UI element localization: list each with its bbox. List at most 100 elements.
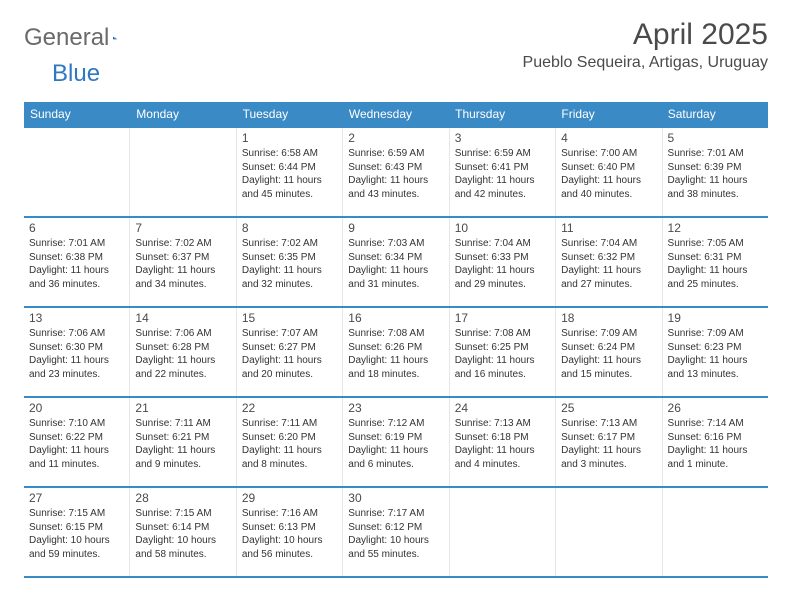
day-cell: 1 Sunrise: 6:58 AMSunset: 6:44 PMDaylight… (237, 128, 343, 216)
sunrise-line: Sunrise: 7:15 AM (135, 507, 230, 521)
daylight-line: Daylight: 11 hours and 40 minutes. (561, 174, 656, 201)
daylight-line: Daylight: 11 hours and 29 minutes. (455, 264, 550, 291)
sunset-line: Sunset: 6:33 PM (455, 251, 550, 265)
daylight-line: Daylight: 11 hours and 36 minutes. (29, 264, 124, 291)
weekday-header-cell: Monday (130, 102, 236, 126)
day-cell: 15Sunrise: 7:07 AMSunset: 6:27 PMDayligh… (237, 308, 343, 396)
sunrise-line: Sunrise: 7:13 AM (561, 417, 656, 431)
day-number: 9 (348, 221, 443, 235)
brand-text-2: Blue (52, 60, 100, 88)
sunset-line: Sunset: 6:14 PM (135, 521, 230, 535)
day-number: 29 (242, 491, 337, 505)
sunset-line: Sunset: 6:18 PM (455, 431, 550, 445)
sunset-line: Sunset: 6:30 PM (29, 341, 124, 355)
sunrise-line: Sunrise: 7:01 AM (668, 147, 763, 161)
day-number: 2 (348, 131, 443, 145)
sunrise-line: Sunrise: 6:59 AM (348, 147, 443, 161)
sunrise-line: Sunrise: 7:09 AM (668, 327, 763, 341)
day-number: 21 (135, 401, 230, 415)
sunrise-line: Sunrise: 6:58 AM (242, 147, 337, 161)
sunrise-line: Sunrise: 7:16 AM (242, 507, 337, 521)
sunrise-line: Sunrise: 7:02 AM (242, 237, 337, 251)
sunrise-line: Sunrise: 7:03 AM (348, 237, 443, 251)
weekday-header-cell: Sunday (24, 102, 130, 126)
day-cell: 5Sunrise: 7:01 AMSunset: 6:39 PMDaylight… (663, 128, 768, 216)
day-number: 14 (135, 311, 230, 325)
sunset-line: Sunset: 6:39 PM (668, 161, 763, 175)
sunrise-line: Sunrise: 6:59 AM (455, 147, 550, 161)
day-number: 1 (242, 131, 337, 145)
weekday-header-cell: Friday (555, 102, 661, 126)
day-cell: 23Sunrise: 7:12 AMSunset: 6:19 PMDayligh… (343, 398, 449, 486)
week-row: 13 Sunrise: 7:06 AM Sunset: 6:30 PM Dayligh… (24, 306, 768, 396)
sunset-line: Sunset: 6:12 PM (348, 521, 443, 535)
daylight-line: Daylight: 11 hours and 32 minutes. (242, 264, 337, 291)
sunset-line: Sunset: 6:16 PM (668, 431, 763, 445)
sunset-line: Sunset: 6:19 PM (348, 431, 443, 445)
sunset-line: Sunset: 6:31 PM (668, 251, 763, 265)
day-number: 16 (348, 311, 443, 325)
daylight-line: Daylight: 11 hours and 18 minutes. (348, 354, 443, 381)
daylight-line: Daylight: 11 hours and 11 minutes. (29, 444, 124, 471)
day-cell: 12Sunrise: 7:05 AMSunset: 6:31 PMDayligh… (663, 218, 768, 306)
daylight-line: Daylight: 11 hours and 27 minutes. (561, 264, 656, 291)
week-row: 27Sunrise: 7:15 AMSunset: 6:15 PMDayligh… (24, 486, 768, 576)
sunset-line: Sunset: 6:43 PM (348, 161, 443, 175)
sunset-line: Sunset: 6:25 PM (455, 341, 550, 355)
daylight-line: Daylight: 11 hours and 38 minutes. (668, 174, 763, 201)
sunrise-line: Sunrise: 7:11 AM (242, 417, 337, 431)
sunset-line: Sunset: 6:35 PM (242, 251, 337, 265)
day-number: 28 (135, 491, 230, 505)
daylight-line: Daylight: 11 hours and 8 minutes. (242, 444, 337, 471)
sunset-line: Sunset: 6:38 PM (29, 251, 124, 265)
daylight-line: Daylight: 11 hours and 6 minutes. (348, 444, 443, 471)
sunrise-line: Sunrise: 7:00 AM (561, 147, 656, 161)
sunrise-line: Sunrise: 7:01 AM (29, 237, 124, 251)
daylight-line: Daylight: 11 hours and 20 minutes. (242, 354, 337, 381)
sunset-line: Sunset: 6:40 PM (561, 161, 656, 175)
sunset-line: Sunset: 6:15 PM (29, 521, 124, 535)
sunrise-line: Sunrise: 7:09 AM (561, 327, 656, 341)
weekday-header-cell: Tuesday (237, 102, 343, 126)
title-block: April 2025 Pueblo Sequeira, Artigas, Uru… (523, 18, 768, 72)
daylight-line: Daylight: 11 hours and 13 minutes. (668, 354, 763, 381)
day-cell: 3Sunrise: 6:59 AMSunset: 6:41 PMDaylight… (450, 128, 556, 216)
sunrise-line: Sunrise: 7:08 AM (348, 327, 443, 341)
sunrise-line: Sunrise: 7:05 AM (668, 237, 763, 251)
weekday-header-cell: Wednesday (343, 102, 449, 126)
day-cell: 27Sunrise: 7:15 AMSunset: 6:15 PMDayligh… (24, 488, 130, 576)
sunset-line: Sunset: 6:44 PM (242, 161, 337, 175)
brand-logo: General (24, 18, 141, 52)
weekday-header-cell: Saturday (662, 102, 768, 126)
day-number: 19 (668, 311, 763, 325)
sunrise-line: Sunrise: 7:17 AM (348, 507, 443, 521)
day-number: 12 (668, 221, 763, 235)
day-cell: 22Sunrise: 7:11 AMSunset: 6:20 PMDayligh… (237, 398, 343, 486)
location-text: Pueblo Sequeira, Artigas, Uruguay (523, 54, 768, 72)
sunrise-line: Sunrise: 7:12 AM (348, 417, 443, 431)
day-number: 11 (561, 221, 656, 235)
daylight-line: Daylight: 11 hours and 45 minutes. (242, 174, 337, 201)
sunset-line: Sunset: 6:17 PM (561, 431, 656, 445)
weekday-header: SundayMondayTuesdayWednesdayThursdayFrid… (24, 102, 768, 126)
sunset-line: Sunset: 6:23 PM (668, 341, 763, 355)
sunset-line: Sunset: 6:26 PM (348, 341, 443, 355)
day-number: 30 (348, 491, 443, 505)
daylight-line: Daylight: 10 hours and 56 minutes. (242, 534, 337, 561)
day-cell: 30Sunrise: 7:17 AMSunset: 6:12 PMDayligh… (343, 488, 449, 576)
day-cell: 9Sunrise: 7:03 AMSunset: 6:34 PMDaylight… (343, 218, 449, 306)
day-number: 8 (242, 221, 337, 235)
day-number: 3 (455, 131, 550, 145)
day-cell: 17Sunrise: 7:08 AMSunset: 6:25 PMDayligh… (450, 308, 556, 396)
daylight-line: Daylight: 11 hours and 3 minutes. (561, 444, 656, 471)
sunrise-line: Sunrise: 7:06 AM (135, 327, 230, 341)
day-cell (24, 128, 130, 216)
sunrise-line: Sunrise: 7:10 AM (29, 417, 124, 431)
brand-text-1: General (24, 24, 109, 52)
weekday-header-cell: Thursday (449, 102, 555, 126)
day-cell (130, 128, 236, 216)
sunrise-line: Sunrise: 7:13 AM (455, 417, 550, 431)
sunset-line: Sunset: 6:41 PM (455, 161, 550, 175)
day-cell: 16 Sunrise: 7:08 AMSunset: 6:26 PMDayligh… (343, 308, 449, 396)
day-number: 13 (29, 311, 124, 325)
